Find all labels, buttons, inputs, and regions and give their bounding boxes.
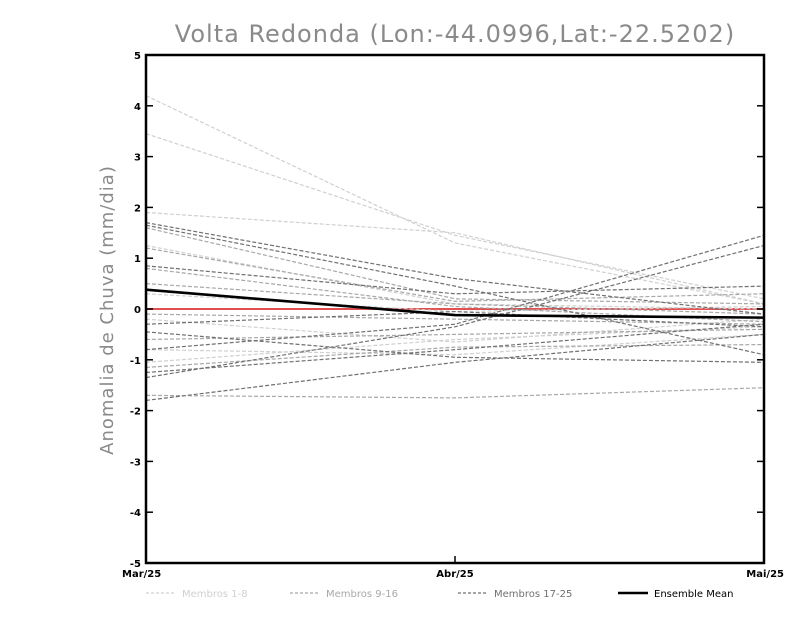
member-line-16	[145, 387, 765, 399]
y-tick-label: -3	[130, 457, 141, 468]
member-line-23	[145, 323, 765, 374]
y-tick-label: 1	[134, 254, 141, 265]
x-axis-ticks: Mar/25 Abr/25 Mai/25	[122, 556, 784, 580]
member-line-9	[145, 227, 765, 305]
member-line-1	[145, 95, 765, 305]
member-line-13	[145, 313, 765, 325]
y-tick-label: 4	[134, 102, 141, 113]
y-tick-label: 2	[134, 203, 141, 214]
y-tick-label: 3	[134, 153, 141, 164]
y-tick-label: 0	[134, 305, 141, 316]
x-tick-label: Abr/25	[436, 569, 473, 580]
y-tick-label: -4	[130, 508, 141, 519]
x-tick-label: Mai/25	[746, 569, 784, 580]
legend: Membros 1-8 Membros 9-16 Membros 17-25 Ense…	[146, 589, 733, 600]
y-tick-label: -1	[130, 356, 141, 367]
y-tick-label: 5	[134, 51, 141, 62]
legend-label: Membros 1-8	[182, 589, 248, 600]
member-line-19	[145, 265, 765, 295]
legend-label: Membros 17-25	[494, 589, 572, 600]
member-line-11	[145, 267, 765, 323]
ensemble-mean-line	[145, 288, 765, 319]
member-line-3	[145, 211, 765, 305]
member-line-18	[145, 224, 765, 356]
legend-label: Membros 9-16	[326, 589, 398, 600]
member-line-6	[145, 318, 765, 343]
member-line-7	[145, 333, 765, 356]
member-line-20	[145, 310, 765, 328]
y-axis-label: Anomalia de Chuva (mm/dia)	[97, 165, 118, 455]
member-line-17	[145, 222, 765, 315]
member-line-10	[145, 247, 765, 302]
chart-title: Volta Redonda (Lon:-44.0996,Lat:-22.5202…	[175, 20, 735, 48]
x-tick-label: Mar/25	[122, 569, 161, 580]
member-line-24	[145, 244, 765, 379]
member-line-25	[145, 333, 765, 402]
member-line-21	[145, 331, 765, 363]
y-axis-ticks: -5 -4 -3 -2 -1 0 1 2 3 4 5	[130, 51, 764, 570]
y-tick-label: -5	[130, 559, 141, 570]
y-tick-label: -2	[130, 407, 141, 418]
member-line-14	[145, 328, 765, 341]
legend-label: Ensemble Mean	[654, 589, 733, 600]
member-line-8	[145, 326, 765, 363]
member-line-2	[145, 133, 765, 300]
plot-lines	[145, 95, 765, 402]
member-line-22	[145, 234, 765, 351]
member-line-12	[145, 283, 765, 315]
